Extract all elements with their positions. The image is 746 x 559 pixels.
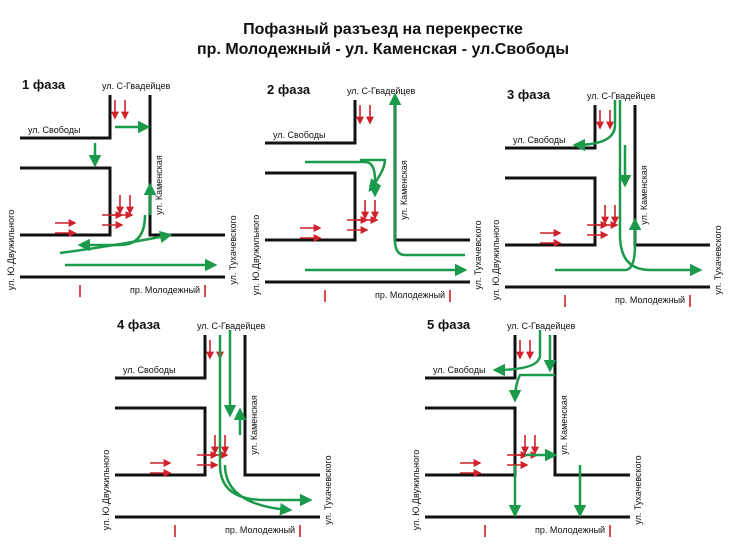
movement-arrow bbox=[223, 464, 293, 516]
street-label: ул. Тухачевского bbox=[633, 455, 643, 524]
movement-arrow bbox=[360, 158, 387, 193]
road bbox=[115, 335, 207, 380]
road bbox=[505, 105, 597, 150]
street-label: пр. Молодежный bbox=[225, 525, 295, 535]
movement-arrow bbox=[218, 335, 313, 507]
street-label: ул. С-Гвадейцев bbox=[102, 81, 170, 91]
road bbox=[20, 166, 112, 237]
street-label: ул. Тухачевского bbox=[713, 225, 723, 294]
street-label: ул. Свободы bbox=[273, 130, 325, 140]
street-label: пр. Молодежный bbox=[375, 290, 445, 300]
street-label: ул. Ю.Двужильного bbox=[101, 450, 111, 530]
phase-panel: 1 фаза ул. С-Гвадейцев ул. Свободы пр. Моло… bbox=[6, 77, 238, 297]
road bbox=[243, 335, 320, 477]
street-label: ул. Ю.Двужильного bbox=[6, 210, 16, 290]
street-label: пр. Молодежный bbox=[535, 525, 605, 535]
street-label: пр. Молодежный bbox=[130, 285, 200, 295]
phase-label: 4 фаза bbox=[117, 317, 161, 332]
street-label: ул. С-Гвадейцев bbox=[507, 321, 575, 331]
street-label: ул. Каменская bbox=[154, 155, 164, 215]
street-label: ул. С-Гвадейцев bbox=[347, 86, 415, 96]
road bbox=[265, 100, 357, 145]
street-label: ул. Каменская bbox=[639, 165, 649, 225]
street-label: ул. Тухачевского bbox=[228, 215, 238, 284]
title-line-1: Пофазный разъезд на перекрестке bbox=[243, 21, 523, 38]
road bbox=[20, 95, 112, 140]
phase-panel: 4 фаза ул. С-Гвадейцев ул. Свободы пр. Моло… bbox=[101, 317, 333, 537]
street-label: ул. Ю.Двужильного bbox=[491, 220, 501, 300]
road bbox=[265, 171, 357, 242]
title-line-2: пр. Молодежный - ул. Каменская - ул.Своб… bbox=[197, 41, 569, 58]
street-label: ул. Тухачевского bbox=[473, 220, 483, 289]
movement-arrow bbox=[388, 92, 465, 257]
phase-panel: 2 фаза ул. С-Гвадейцев ул. Свободы пр. Моло… bbox=[251, 82, 483, 302]
road bbox=[425, 406, 517, 477]
street-label: ул. Каменская bbox=[559, 395, 569, 455]
movement-arrow bbox=[492, 330, 542, 377]
street-label: ул. Свободы bbox=[433, 365, 485, 375]
movement-arrow bbox=[508, 373, 555, 403]
movement-arrow bbox=[555, 217, 642, 272]
road bbox=[553, 335, 630, 477]
road bbox=[115, 406, 207, 477]
movement-arrow bbox=[618, 100, 703, 277]
street-label: ул. Свободы bbox=[28, 125, 80, 135]
phase-label: 3 фаза bbox=[507, 87, 551, 102]
phase-label: 2 фаза bbox=[267, 82, 311, 97]
phase-panel: 3 фаза ул. С-Гвадейцев ул. Свободы пр. Моло… bbox=[491, 87, 723, 307]
street-label: ул. С-Гвадейцев bbox=[197, 321, 265, 331]
street-label: ул. Каменская bbox=[399, 160, 409, 220]
movement-arrow bbox=[305, 160, 382, 198]
street-label: ул. Свободы bbox=[123, 365, 175, 375]
phase-panel: 5 фаза ул. С-Гвадейцев ул. Свободы пр. Моло… bbox=[411, 317, 643, 537]
street-label: ул. Тухачевского bbox=[323, 455, 333, 524]
road bbox=[425, 335, 517, 380]
movement-arrow bbox=[572, 100, 617, 152]
street-label: ул. С-Гвадейцев bbox=[587, 91, 655, 101]
road bbox=[148, 95, 225, 237]
phase-label: 5 фаза bbox=[427, 317, 471, 332]
street-label: пр. Молодежный bbox=[615, 295, 685, 305]
street-label: ул. Каменская bbox=[249, 395, 259, 455]
street-label: ул. Свободы bbox=[513, 135, 565, 145]
street-label: ул. Ю.Двужильного bbox=[411, 450, 421, 530]
street-label: ул. Ю.Двужильного bbox=[251, 215, 261, 295]
road bbox=[505, 176, 597, 247]
movement-arrow bbox=[77, 214, 147, 252]
phase-label: 1 фаза bbox=[22, 77, 66, 92]
